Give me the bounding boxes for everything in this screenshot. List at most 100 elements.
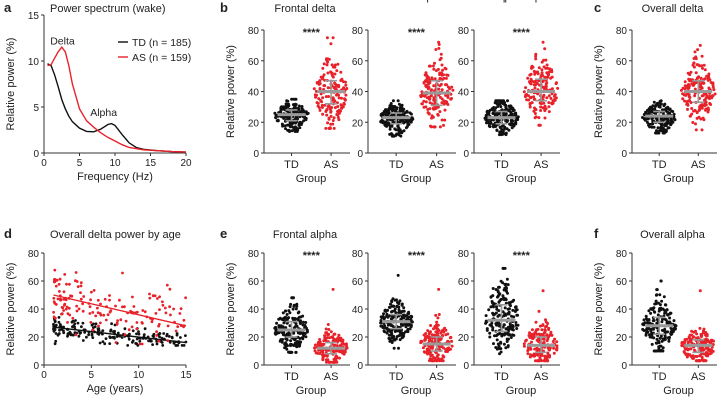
point-as [691,83,695,87]
point-td [158,332,162,335]
point-td [404,324,408,328]
point-td [305,112,309,116]
x-tick-label: 20 [180,158,192,169]
point-as [339,103,343,107]
point-as [711,85,715,89]
point-as [68,282,71,286]
y-tick-label: 0 [463,149,469,160]
point-as [430,333,434,337]
point-as [445,73,449,77]
point-td [406,327,410,331]
point-td [304,321,308,324]
y-tick-label: 60 [616,57,628,68]
point-td [650,117,654,121]
y-tick-label: 0 [33,149,39,160]
point-as [438,95,442,99]
panel-title: Frontal alpha [273,229,338,241]
point-as [694,55,698,59]
point-as [699,117,703,121]
point-as [103,297,107,301]
point-as [546,351,550,355]
point-as [442,346,445,350]
point-as [436,113,440,117]
point-as [694,128,698,132]
point-as [148,296,152,300]
point-td [388,339,392,343]
point-td [494,311,498,315]
point-as [540,328,544,332]
point-td [496,342,500,346]
point-as [550,87,554,91]
point-td [644,314,648,318]
point-as [707,108,710,112]
y-tick-label: 20 [458,118,470,129]
y-tick-label: 10 [28,57,40,68]
point-td [389,302,392,306]
point-as [81,302,84,306]
point-as [74,333,78,337]
point-as [433,125,437,129]
point-td [506,332,510,336]
point-as [537,66,541,70]
point-td [516,313,519,317]
y-tick-label: 40 [616,88,628,99]
point-td [396,113,400,117]
point-td [297,344,301,348]
point-as [691,356,695,360]
point-as [81,309,85,313]
point-td [392,105,396,109]
y-axis-label: Relative power (%) [5,38,17,131]
panel-title: Overall alpha [640,229,706,241]
point-td [285,321,289,325]
point-td [295,340,299,344]
point-as [169,313,172,317]
point-as [432,98,436,102]
y-tick-label: 80 [458,249,470,260]
point-as [331,36,335,40]
point-as [555,340,559,344]
point-td [651,104,655,108]
point-td [495,305,498,309]
point-td [400,302,404,306]
point-td [387,305,391,309]
point-as [130,325,134,329]
y-tick-label: 20 [248,118,260,129]
point-td [280,340,284,344]
point-td [302,119,306,123]
point-td [402,113,406,117]
point-as [67,306,71,310]
point-td [398,299,402,303]
point-as [543,47,547,51]
point-as [545,96,549,100]
point-td [287,316,291,320]
point-as [313,343,317,347]
point-td [286,99,290,103]
point-td [386,108,390,112]
point-as [444,348,448,352]
point-td [76,321,80,325]
point-as [102,313,106,317]
point-as [700,64,704,68]
point-as [534,83,537,87]
point-td [402,121,406,125]
point-td [304,335,308,339]
annotation-alpha: Alpha [90,107,117,119]
point-as [330,360,334,364]
point-as [316,351,320,355]
series-line-as [47,46,187,153]
point-td [300,110,304,114]
point-as [114,304,117,308]
point-as [687,77,691,81]
point-as [332,357,336,361]
point-td [394,311,398,315]
panel-b3: Occipital delta 0 20 40 60 80 TD AS Group **** [458,0,560,185]
point-td [509,123,513,127]
y-tick-label: 40 [616,305,628,316]
point-as [329,330,333,334]
y-tick-label: 80 [616,249,628,260]
point-as [698,354,702,358]
point-td [396,329,400,333]
point-as [321,75,325,79]
point-td [98,341,102,345]
point-td [666,330,670,334]
